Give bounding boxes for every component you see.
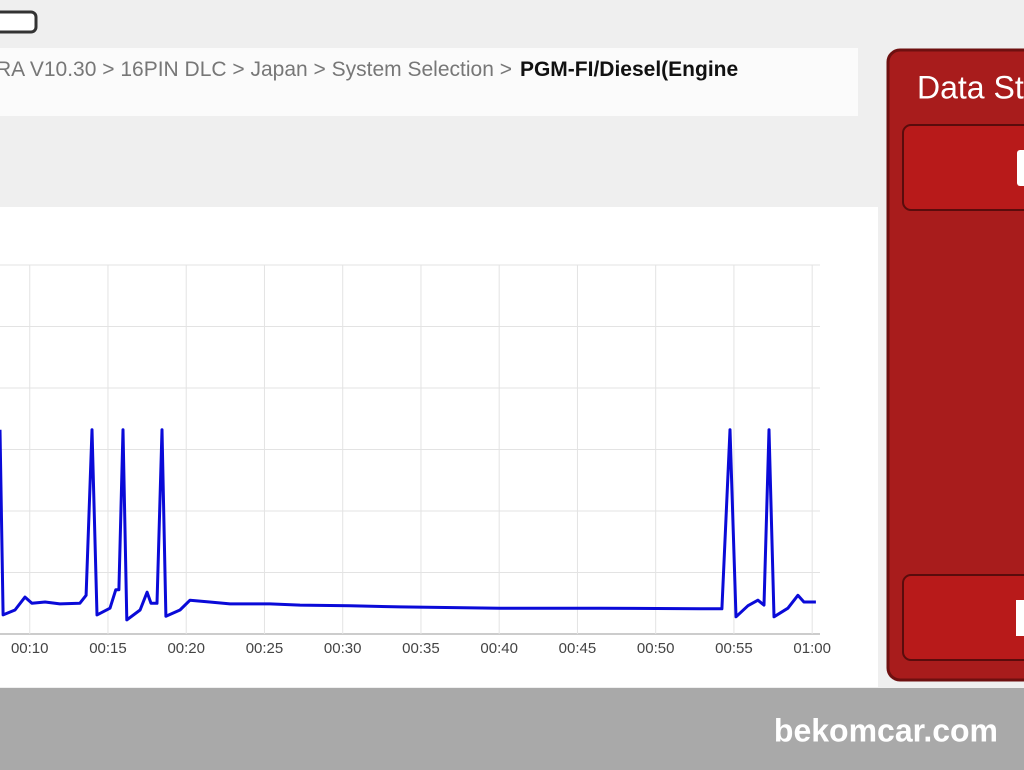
footer-band [0,688,1024,770]
x-tick-label: 00:50 [637,640,675,657]
breadcrumb: RA V10.30 > 16PIN DLC > Japan > System S… [0,58,738,81]
side-button[interactable] [902,574,1024,661]
x-tick-label: 00:15 [89,640,127,657]
x-tick-label: 00:40 [480,640,518,657]
x-tick-label: 00:55 [715,640,753,657]
side-button[interactable] [902,124,1024,211]
data-line [0,428,816,622]
x-tick-label: 00:20 [167,640,205,657]
x-tick-label: 00:35 [402,640,440,657]
x-tick-label: 01:00 [793,640,831,657]
x-tick-label: 00:45 [559,640,597,657]
watermark: bekomcar.com [774,712,998,748]
side-panel-title: Data St [917,69,1024,105]
plot: 00:10 00:15 00:20 00:25 00:30 00:35 00:40 00:45… [0,264,831,657]
x-tick-label: 00:30 [324,640,362,657]
x-tick-label: 00:10 [11,640,49,657]
button-icon [1016,600,1024,636]
breadcrumb-path[interactable]: RA V10.30 > 16PIN DLC > Japan > System S… [0,58,512,81]
x-tick-label: 00:25 [246,640,284,657]
breadcrumb-current: PGM-FI/Diesel(Engine [520,58,738,81]
breadcrumb-bar [0,48,858,116]
button-icon [1017,150,1024,186]
connector-icon[interactable] [0,10,38,34]
